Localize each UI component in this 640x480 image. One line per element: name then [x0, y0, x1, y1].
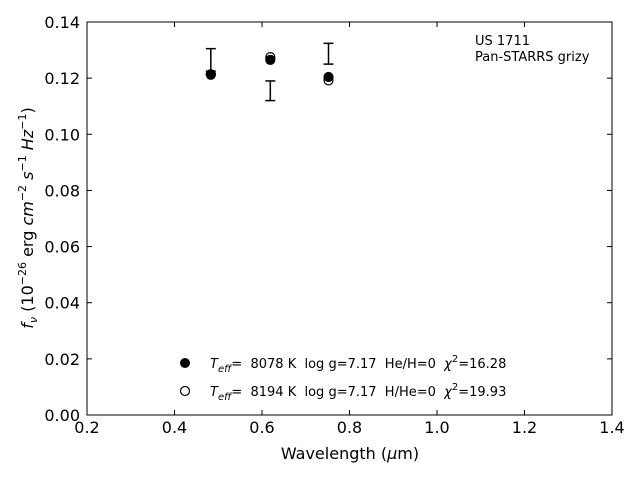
legend-entry-1: Teff= 8078 K log g=7.17 He/H=0 χ2=16.28	[210, 354, 506, 375]
x-tick-label: 1.2	[512, 418, 537, 437]
svg-text:fν (10−26 erg cm−2 s−1 Hz−1): fν (10−26 erg cm−2 s−1 Hz−1)	[16, 107, 40, 328]
annotation: US 1711 Pan-STARRS grizy	[475, 34, 590, 65]
filled-model-point	[323, 71, 334, 83]
filled-model-point	[265, 54, 276, 65]
x-axis-label: Wavelength (μm)	[281, 444, 419, 463]
model-points	[205, 51, 334, 86]
star-name-label: US 1711	[475, 34, 530, 49]
y-tick-label: 0.08	[44, 181, 80, 200]
x-tick-label: 0.2	[74, 418, 99, 437]
x-tick-label: 0.4	[162, 418, 187, 437]
x-tick-label: 1.4	[599, 418, 624, 437]
legend: Teff= 8078 K log g=7.17 He/H=0 χ2=16.28 …	[179, 354, 506, 403]
survey-label: Pan-STARRS grizy	[475, 50, 590, 65]
y-tick-label: 0.02	[44, 350, 80, 369]
x-tick-label: 0.6	[249, 418, 274, 437]
legend-marker-filled	[180, 358, 190, 368]
y-tick-label: 0.10	[44, 125, 80, 144]
y-tick-label: 0.06	[44, 238, 80, 257]
y-axis-label: fν (10−26 erg cm−2 s−1 Hz−1)	[16, 107, 40, 328]
y-tick-label: 0.12	[44, 69, 80, 88]
legend-entry-2: Teff= 8194 K log g=7.17 H/He=0 χ2=19.93	[210, 382, 506, 403]
y-tick-label: 0.00	[44, 406, 80, 425]
x-tick-label: 1.0	[424, 418, 449, 437]
observed-errorbars	[205, 42, 334, 102]
y-tick-labels: 0.00 0.02 0.04 0.06 0.08 0.10 0.12 0.14	[44, 13, 80, 425]
legend-marker-open	[179, 385, 191, 397]
y-tick-label: 0.04	[44, 294, 80, 313]
axis-ticks	[86, 21, 613, 416]
x-tick-labels: 0.2 0.4 0.6 0.8 1.0 1.2 1.4	[74, 418, 624, 437]
x-tick-label: 0.8	[337, 418, 362, 437]
y-tick-label: 0.14	[44, 13, 80, 32]
filled-model-point	[205, 69, 216, 80]
